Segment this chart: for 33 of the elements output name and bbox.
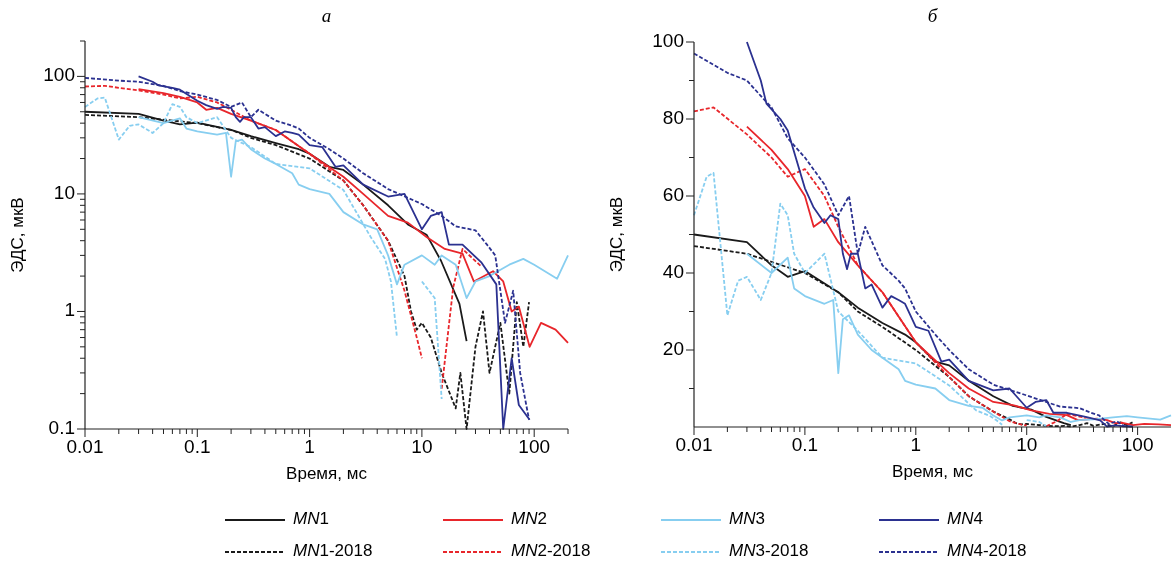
x-tick-label: 0.01 — [66, 436, 104, 457]
x-tick-label: 1 — [304, 436, 315, 457]
x-tick-label: 100 — [1121, 434, 1154, 455]
y-tick-label: 20 — [662, 338, 684, 360]
chart-title: а — [321, 5, 332, 26]
x-tick-label: 10 — [1016, 434, 1038, 455]
legend-label: MN1 — [293, 509, 329, 529]
y-tick-label: 100 — [652, 30, 684, 52]
y-axis-title: ЭДС, мкВ — [607, 196, 626, 273]
legend-label: MN4-2018 — [947, 541, 1027, 561]
x-tick-label: 1 — [910, 434, 922, 455]
y-tick-label: 100 — [43, 64, 75, 86]
y-tick-label: 1 — [64, 299, 75, 321]
legend-label: MN4 — [947, 509, 983, 529]
legend-label: MN2-2018 — [511, 541, 591, 561]
x-tick-label: 0.01 — [675, 434, 713, 455]
y-tick-label: 10 — [53, 181, 75, 203]
x-tick-label: 10 — [411, 436, 433, 457]
x-axis-title: Время, мс — [286, 464, 368, 483]
y-tick-label: 60 — [662, 184, 684, 206]
y-tick-label: 80 — [662, 107, 684, 129]
legend-label: MN1-2018 — [293, 541, 373, 561]
legend-label: MN2 — [511, 509, 547, 529]
legend-label: MN3-2018 — [729, 541, 809, 561]
x-axis-title: Время, мс — [892, 462, 974, 481]
legend-label: MN3 — [729, 509, 765, 529]
y-tick-label: 40 — [662, 261, 684, 283]
x-tick-label: 0.1 — [791, 434, 819, 455]
y-axis-title: ЭДС, мкВ — [8, 197, 27, 273]
x-tick-label: 100 — [518, 436, 551, 457]
chart-title: б — [927, 5, 939, 26]
x-tick-label: 0.1 — [184, 436, 211, 457]
y-tick-label: 0.1 — [48, 417, 75, 439]
